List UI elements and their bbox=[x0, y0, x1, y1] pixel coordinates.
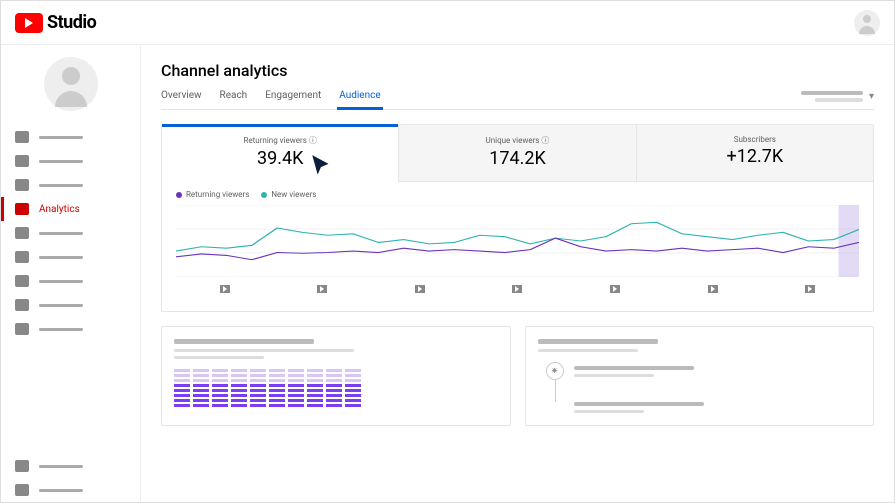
kpi-tab-subs[interactable]: Subscribers +12.7K bbox=[636, 125, 873, 182]
bug-icon: ⁕ bbox=[546, 362, 564, 380]
kpi-value-returning: 39.4K bbox=[162, 148, 398, 169]
nav-item-feedback[interactable] bbox=[1, 478, 140, 502]
kpi-tab-unique[interactable]: Unique viewers ⓘ 174.2K bbox=[398, 125, 635, 182]
info-icon: ⓘ bbox=[541, 136, 549, 145]
subtitles-icon bbox=[15, 251, 29, 263]
tab-audience[interactable]: Audience bbox=[339, 90, 380, 109]
chart-legend: Returning viewers New viewers bbox=[176, 190, 859, 199]
nav-item-settings[interactable] bbox=[1, 454, 140, 478]
topbar: Studio bbox=[1, 1, 894, 45]
video-marker[interactable] bbox=[317, 285, 327, 293]
nav-item-analytics[interactable]: Analytics bbox=[1, 197, 140, 221]
card-other: ⁕ bbox=[525, 326, 875, 426]
video-marker[interactable] bbox=[610, 285, 620, 293]
nav-label-analytics: Analytics bbox=[39, 204, 80, 215]
video-marker[interactable] bbox=[708, 285, 718, 293]
nav-item-customization[interactable] bbox=[1, 293, 140, 317]
logo-text: Studio bbox=[47, 12, 96, 33]
analytics-icon bbox=[15, 203, 29, 215]
main: Channel analytics Overview Reach Engagem… bbox=[141, 45, 894, 502]
comments-icon bbox=[15, 227, 29, 239]
date-range-selector[interactable]: ▾ bbox=[801, 91, 874, 108]
video-marker[interactable] bbox=[415, 285, 425, 293]
cursor-icon bbox=[309, 153, 335, 179]
kpi-value-unique: 174.2K bbox=[399, 148, 635, 169]
viewers-chart bbox=[176, 205, 859, 277]
nav-item-monetization[interactable] bbox=[1, 269, 140, 293]
nav-item-dashboard[interactable] bbox=[1, 125, 140, 149]
nav-item-playlists[interactable] bbox=[1, 173, 140, 197]
heatmap-bars bbox=[174, 369, 498, 407]
magic-icon bbox=[15, 299, 29, 311]
video-marker[interactable] bbox=[512, 285, 522, 293]
card-watch-time bbox=[161, 326, 511, 426]
nav-item-audio[interactable] bbox=[1, 317, 140, 341]
tab-engagement[interactable]: Engagement bbox=[265, 90, 321, 109]
dollar-icon bbox=[15, 275, 29, 287]
gear-icon bbox=[15, 460, 29, 472]
info-icon: ⓘ bbox=[309, 136, 317, 145]
content-icon bbox=[15, 155, 29, 167]
kpi-tab-returning[interactable]: Returning viewers ⓘ 39.4K bbox=[162, 125, 398, 182]
sidebar: Analytics bbox=[1, 45, 141, 502]
nav-item-subtitles[interactable] bbox=[1, 245, 140, 269]
youtube-icon bbox=[15, 13, 43, 33]
nav-item-content[interactable] bbox=[1, 149, 140, 173]
dashboard-icon bbox=[15, 131, 29, 143]
tab-reach[interactable]: Reach bbox=[220, 90, 248, 109]
video-marker[interactable] bbox=[220, 285, 230, 293]
video-marker[interactable] bbox=[805, 285, 815, 293]
kpi-card: Returning viewers ⓘ 39.4K Unique viewers… bbox=[161, 124, 874, 312]
feedback-icon bbox=[15, 484, 29, 496]
chevron-down-icon: ▾ bbox=[869, 91, 874, 102]
page-title: Channel analytics bbox=[161, 61, 874, 80]
analytics-tabs: Overview Reach Engagement Audience ▾ bbox=[161, 90, 874, 110]
audio-icon bbox=[15, 323, 29, 335]
chart-body: Returning viewers New viewers bbox=[162, 182, 873, 311]
playlists-icon bbox=[15, 179, 29, 191]
chart-x-markers bbox=[176, 285, 859, 293]
nav-item-comments[interactable] bbox=[1, 221, 140, 245]
kpi-value-subs: +12.7K bbox=[637, 146, 873, 167]
tab-overview[interactable]: Overview bbox=[161, 90, 202, 109]
logo[interactable]: Studio bbox=[15, 12, 96, 33]
channel-avatar[interactable] bbox=[44, 57, 98, 111]
account-avatar[interactable] bbox=[854, 10, 880, 36]
